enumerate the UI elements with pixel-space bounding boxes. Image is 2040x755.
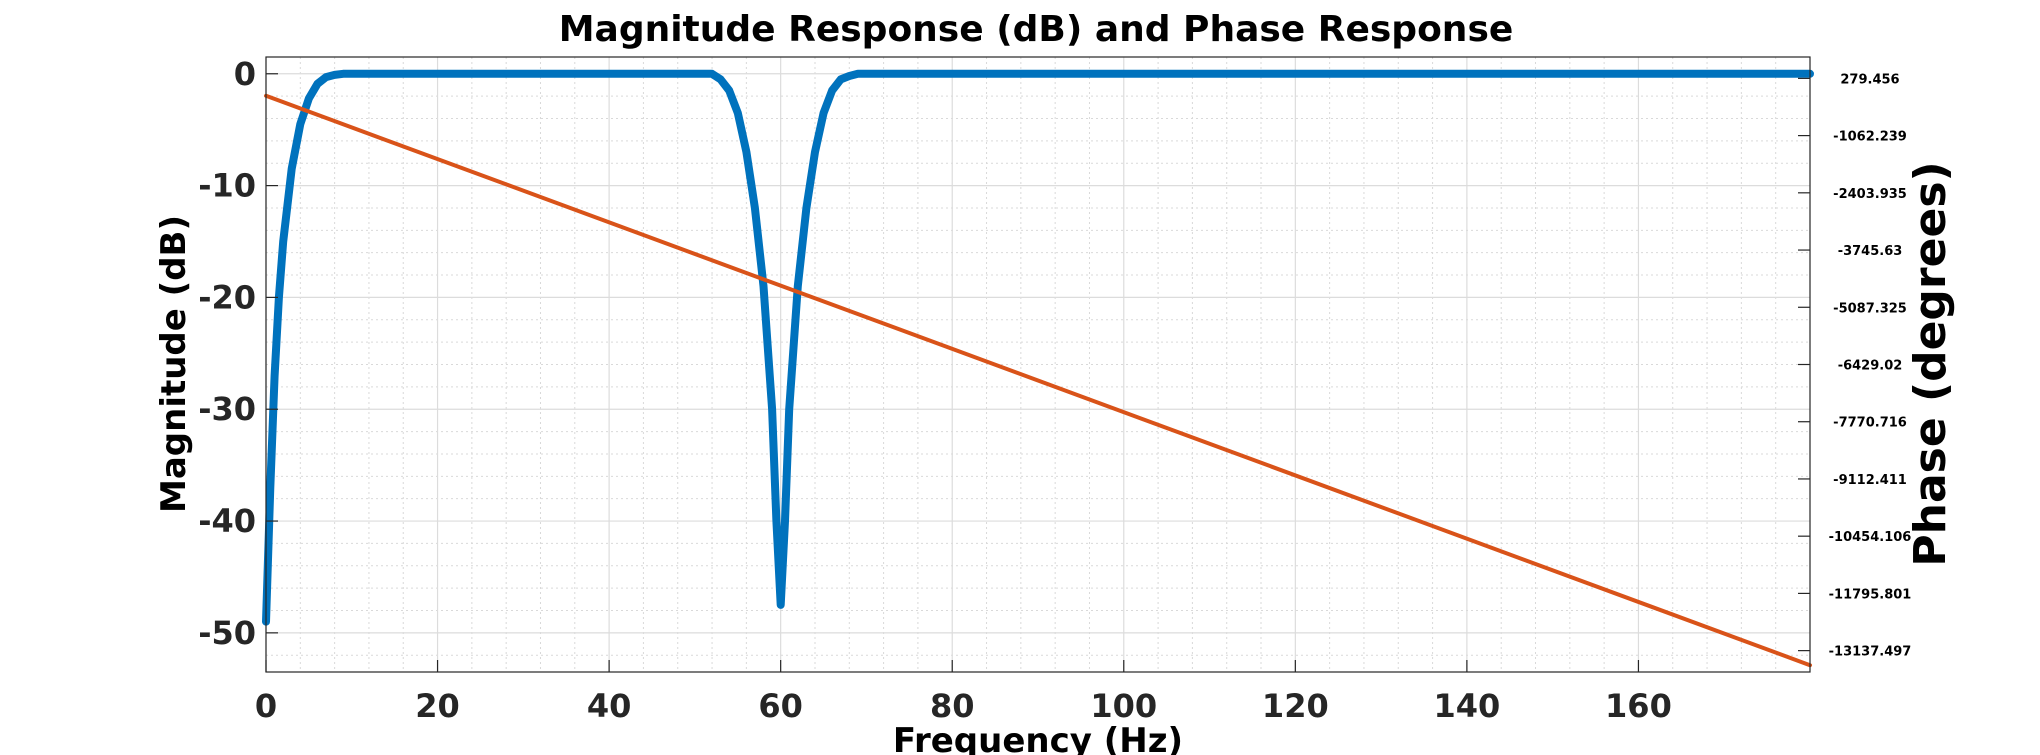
right-axis-ticks: 279.456 -1062.239 -2403.935 -3745.63 -5087.3… (1798, 72, 1912, 660)
right-tick-label: -10454.106 (1829, 530, 1912, 545)
left-tick-label: -10 (198, 167, 256, 205)
bottom-tick-label: 60 (758, 687, 803, 725)
bottom-tick-label: 0 (255, 687, 277, 725)
bottom-tick-label: 100 (1090, 687, 1157, 725)
bottom-tick-label: 40 (587, 687, 632, 725)
bottom-tick-label: 160 (1605, 687, 1672, 725)
y2-axis-label: Phase (degrees) (1905, 161, 1956, 566)
phase-response-line (264, 93, 1812, 668)
bottom-tick-label: 20 (415, 687, 460, 725)
left-tick-label: 0 (234, 55, 256, 93)
left-tick-label: -30 (198, 390, 256, 428)
right-tick-label: 279.456 (1840, 72, 1899, 87)
right-tick-label: -7770.716 (1833, 416, 1907, 431)
right-tick-label: -13137.497 (1829, 645, 1912, 660)
bottom-tick-label: 140 (1433, 687, 1500, 725)
right-tick-label: -11795.801 (1829, 587, 1912, 602)
bottom-tick-label: 80 (930, 687, 975, 725)
left-tick-label: -20 (198, 278, 256, 316)
right-tick-label: -3745.63 (1838, 244, 1903, 259)
right-tick-label: -6429.02 (1838, 358, 1903, 373)
right-tick-label: -9112.411 (1833, 473, 1907, 488)
chart-title: Magnitude Response (dB) and Phase Respon… (559, 9, 1514, 50)
right-tick-label: -2403.935 (1833, 187, 1907, 202)
right-tick-label: -1062.239 (1833, 130, 1907, 145)
right-tick-label: -5087.325 (1833, 301, 1907, 316)
minor-grid (266, 57, 1810, 672)
magnitude-response-line (262, 69, 1814, 626)
bottom-axis-ticks: 0 20 40 60 80 100 120 140 160 (255, 660, 1672, 725)
series-layer (262, 69, 1814, 668)
x-axis-label: Frequency (Hz) (893, 721, 1183, 755)
left-tick-label: -50 (198, 614, 256, 652)
left-axis-ticks: 0 -10 -20 -30 -40 -50 (198, 55, 278, 652)
left-tick-label: -40 (198, 502, 256, 540)
bottom-tick-label: 120 (1262, 687, 1329, 725)
y-axis-label: Magnitude (dB) (154, 215, 194, 513)
